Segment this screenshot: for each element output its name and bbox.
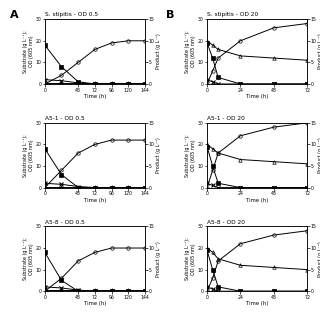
- Y-axis label: Product (g L⁻¹): Product (g L⁻¹): [318, 137, 320, 173]
- Y-axis label: Substrate (g L⁻¹);
OD (605 nm): Substrate (g L⁻¹); OD (605 nm): [185, 30, 196, 73]
- Y-axis label: Product (g L⁻¹): Product (g L⁻¹): [318, 241, 320, 277]
- Y-axis label: Product (g L⁻¹): Product (g L⁻¹): [318, 34, 320, 69]
- Y-axis label: Product (g L⁻¹): Product (g L⁻¹): [156, 137, 161, 173]
- Text: S. stipitis - OD 0.5: S. stipitis - OD 0.5: [45, 12, 98, 17]
- X-axis label: Time (h): Time (h): [246, 94, 268, 99]
- Y-axis label: Substrate (g L⁻¹);
OD (605 nm): Substrate (g L⁻¹); OD (605 nm): [185, 134, 196, 177]
- Y-axis label: Substrate (g L⁻¹);
OD (605 nm): Substrate (g L⁻¹); OD (605 nm): [23, 30, 34, 73]
- Y-axis label: Substrate (g L⁻¹);
OD (605 nm): Substrate (g L⁻¹); OD (605 nm): [185, 237, 196, 280]
- Y-axis label: Product (g L⁻¹): Product (g L⁻¹): [156, 34, 161, 69]
- Text: S. stipitis - OD 20: S. stipitis - OD 20: [207, 12, 258, 17]
- X-axis label: Time (h): Time (h): [84, 301, 106, 306]
- Text: B: B: [166, 10, 175, 20]
- X-axis label: Time (h): Time (h): [246, 301, 268, 306]
- Y-axis label: Substrate (g L⁻¹);
OD (605 nm): Substrate (g L⁻¹); OD (605 nm): [23, 134, 34, 177]
- Y-axis label: Substrate (g L⁻¹);
OD (605 nm): Substrate (g L⁻¹); OD (605 nm): [23, 237, 34, 280]
- Text: A5-8 - OD 0.5: A5-8 - OD 0.5: [45, 220, 85, 225]
- Text: A5-1 - OD 20: A5-1 - OD 20: [207, 116, 245, 121]
- X-axis label: Time (h): Time (h): [84, 94, 106, 99]
- Y-axis label: Product (g L⁻¹): Product (g L⁻¹): [156, 241, 161, 277]
- Text: A: A: [10, 10, 18, 20]
- Text: A5-1 - OD 0.5: A5-1 - OD 0.5: [45, 116, 84, 121]
- X-axis label: Time (h): Time (h): [246, 197, 268, 203]
- X-axis label: Time (h): Time (h): [84, 197, 106, 203]
- Text: A5-8 - OD 20: A5-8 - OD 20: [207, 220, 245, 225]
